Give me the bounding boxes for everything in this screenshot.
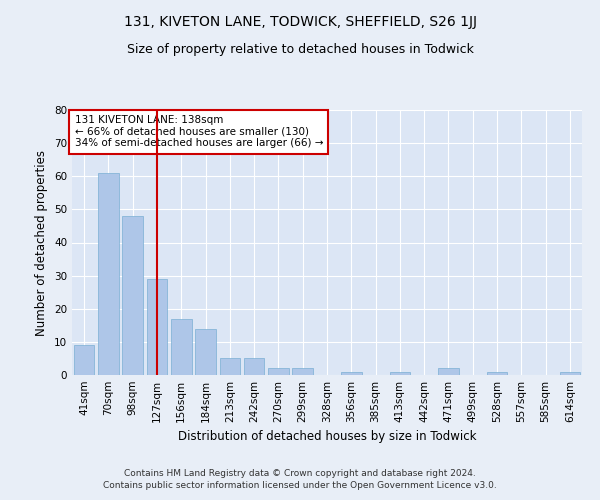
Bar (98, 173, 119, 375)
Bar (122, 216, 143, 375)
Bar (389, 372, 410, 375)
Bar (74, 345, 94, 375)
Bar (341, 372, 362, 375)
Bar (195, 328, 216, 375)
Bar (292, 368, 313, 375)
Text: Size of property relative to detached houses in Todwick: Size of property relative to detached ho… (127, 42, 473, 56)
X-axis label: Distribution of detached houses by size in Todwick: Distribution of detached houses by size … (178, 430, 476, 444)
Bar (171, 318, 191, 375)
Text: 131 KIVETON LANE: 138sqm
← 66% of detached houses are smaller (130)
34% of semi-: 131 KIVETON LANE: 138sqm ← 66% of detach… (74, 116, 323, 148)
Bar (146, 279, 167, 375)
Bar (487, 372, 508, 375)
Text: 131, KIVETON LANE, TODWICK, SHEFFIELD, S26 1JJ: 131, KIVETON LANE, TODWICK, SHEFFIELD, S… (124, 15, 476, 29)
Bar (268, 368, 289, 375)
Text: Contains HM Land Registry data © Crown copyright and database right 2024.
Contai: Contains HM Land Registry data © Crown c… (103, 468, 497, 490)
Bar (244, 358, 265, 375)
Bar (438, 368, 459, 375)
Bar (220, 358, 240, 375)
Bar (560, 372, 580, 375)
Y-axis label: Number of detached properties: Number of detached properties (35, 150, 49, 336)
